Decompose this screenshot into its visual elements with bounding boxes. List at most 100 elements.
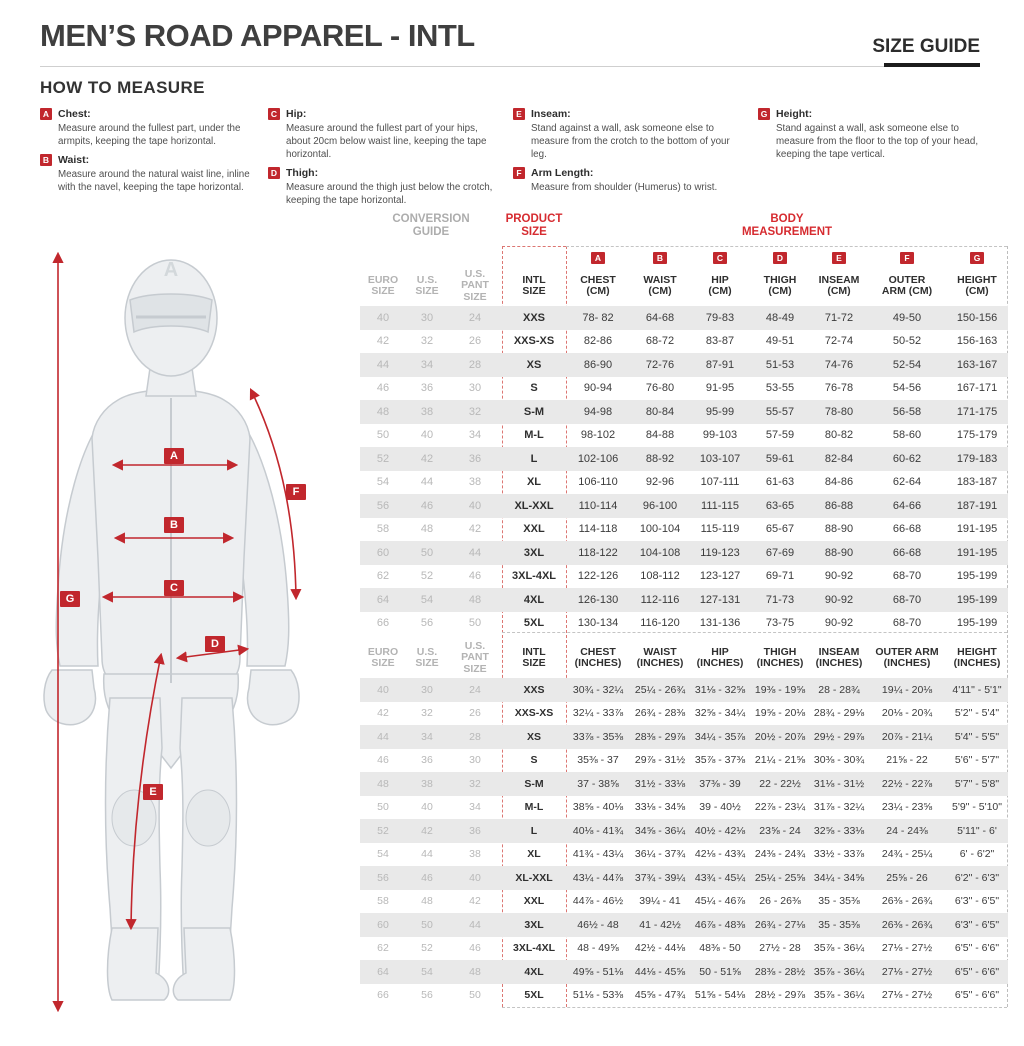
measurement-cell: 68-72 <box>645 335 675 348</box>
intl-size-cell: XL-XXL <box>515 871 553 884</box>
measure-item-f: F Arm Length: Measure from shoulder (Humer… <box>513 167 743 194</box>
body-measurement-dashed-right <box>1007 246 1008 1007</box>
measurement-cell: 30¾ - 32¼ <box>572 683 624 696</box>
measurement-cell: 98-102 <box>580 429 616 442</box>
measurement-cell: 86-90 <box>583 358 613 371</box>
measurement-cell: 76-80 <box>645 382 675 395</box>
measurement-cell: 40⅛ - 41¾ <box>572 824 624 837</box>
measurement-cell: 46⅞ - 48⅜ <box>694 918 746 931</box>
measurement-cell: 66-68 <box>892 546 922 559</box>
measurement-cell: 65-67 <box>765 523 795 536</box>
product-size-header: PRODUCT SIZE <box>505 213 563 238</box>
measurement-cell: 163-167 <box>956 358 998 371</box>
conversion-cell: 32 <box>420 335 434 348</box>
inches-table-dashed-bottom <box>502 1007 1007 1008</box>
measurement-cell: 115-119 <box>700 523 740 536</box>
conversion-cell: 46 <box>377 754 389 767</box>
measurement-cell: 33⅞ - 35⅜ <box>572 730 624 743</box>
size-row-m-l: 50 40 34 M-L 98-102 84-88 99-103 57-59 80-82 58-6… <box>360 424 1008 448</box>
measurement-cell: 78- 82 <box>582 311 614 324</box>
column-header: OUTER ARM (CM) <box>881 273 933 297</box>
measurement-cell: 6'5" - 6'6" <box>954 989 1000 1002</box>
measurement-cell: 86-88 <box>824 499 854 512</box>
measurement-cell: 35⅞ - 36¼ <box>813 989 865 1002</box>
measurement-cell: 27½ - 28 <box>759 942 801 955</box>
conversion-cell: 44 <box>376 358 390 371</box>
intl-size-cell: M-L <box>524 429 544 442</box>
size-row-s-m: 48 38 32 S-M 37 - 38⅝ 31½ - 33⅛ 37⅜ - 39 22 - 2… <box>360 772 1008 796</box>
conversion-cell: 58 <box>376 523 390 536</box>
measurement-cell: 33½ - 33⅞ <box>813 848 865 861</box>
intl-size-cell: XXS-XS <box>513 335 555 348</box>
conversion-cell: 62 <box>377 942 389 955</box>
column-header: THIGH (INCHES) <box>756 645 804 669</box>
measurement-cell: 78-80 <box>824 405 854 418</box>
intl-size-cell: XL <box>526 476 542 489</box>
measurement-cell: 63-65 <box>765 499 795 512</box>
measurement-cell: 82-86 <box>583 335 613 348</box>
measurement-cell: 55-57 <box>765 405 795 418</box>
column-header: EURO SIZE <box>367 273 399 297</box>
measure-description: Measure around the natural waist line, i… <box>58 169 250 193</box>
measurement-cell: 26¾ - 27⅛ <box>754 918 806 931</box>
inseam-line-e <box>125 652 165 931</box>
column-header: CHEST (INCHES) <box>574 645 622 669</box>
measurement-cell: 61-63 <box>765 476 795 489</box>
intl-size-cell: XXS <box>522 311 545 324</box>
conversion-cell: 38 <box>420 405 434 418</box>
measurement-cell: 32⅝ - 34¼ <box>694 707 746 720</box>
size-row-xxs-xs: 42 32 26 XXS-XS 32¼ - 33⅞ 26¾ - 28⅜ 32⅝ - 34¼ 1… <box>360 702 1008 726</box>
product-size-dashed-top <box>502 246 566 247</box>
conversion-cell: 40 <box>421 801 433 814</box>
measurement-cell: 71-73 <box>765 593 795 606</box>
measure-column-1: A Chest: Measure around the fullest part, … <box>40 108 252 200</box>
measurement-cell: 195-199 <box>956 593 998 606</box>
measurement-cell: 39 - 40½ <box>699 801 741 814</box>
figure-marker-e: E <box>143 784 163 800</box>
conversion-guide-header: CONVERSION GUIDE <box>392 213 470 238</box>
how-to-measure-heading: HOW TO MEASURE <box>40 78 205 97</box>
size-row-m-l: 50 40 34 M-L 38⅝ - 40⅛ 33⅛ - 34⅝ 39 - 40½ 22⅞ -… <box>360 796 1008 820</box>
product-size-dashed-right <box>566 246 567 1007</box>
measurement-cell: 51⅝ - 54⅛ <box>694 989 746 1002</box>
measurement-cell: 30⅜ - 30¾ <box>813 754 865 767</box>
measurement-cell: 41¾ - 43¼ <box>572 848 624 861</box>
conversion-cell: 26 <box>468 335 482 348</box>
conversion-cell: 46 <box>469 942 481 955</box>
measurement-cell: 27⅛ - 27½ <box>881 989 933 1002</box>
measurement-cell: 57-59 <box>765 429 795 442</box>
measurement-cell: 34⅝ - 36¼ <box>634 824 686 837</box>
measurement-cell: 108-112 <box>640 570 680 583</box>
conversion-cell: 50 <box>420 546 434 559</box>
measurement-cell: 33⅛ - 34⅝ <box>634 801 686 814</box>
measure-item-c: C Hip: Measure around the fullest part of … <box>268 108 498 161</box>
measurement-cell: 88-90 <box>824 523 854 536</box>
measurement-cell: 23¼ - 23⅝ <box>881 801 933 814</box>
intl-size-cell: M-L <box>524 801 544 814</box>
intl-size-cell: XXL <box>523 895 545 908</box>
arm-line-f <box>249 387 302 601</box>
conversion-cell: 42 <box>421 824 433 837</box>
measurement-cell: 46½ - 48 <box>577 918 619 931</box>
measurement-cell: 123-127 <box>699 570 741 583</box>
conversion-cell: 58 <box>377 895 389 908</box>
measure-item-g: G Height: Stand against a wall, ask someon… <box>758 108 992 161</box>
measurement-cell: 88-90 <box>824 546 854 559</box>
measure-label: Inseam: <box>531 108 571 120</box>
measurement-cell: 150-156 <box>956 311 998 324</box>
intl-size-cell: XXS-XS <box>514 707 554 720</box>
conversion-cell: 32 <box>421 707 433 720</box>
measurement-cell: 29⅞ - 31½ <box>634 754 686 767</box>
table-group-headers: CONVERSION GUIDE PRODUCT SIZE BODY MEASU… <box>360 213 1008 238</box>
column-letter-badge: E <box>832 252 846 264</box>
measurement-cell: 45⅝ - 47¾ <box>634 989 686 1002</box>
measure-item-b: B Waist: Measure around the natural waist … <box>40 154 252 194</box>
measurement-cell: 59-61 <box>765 452 795 465</box>
measurement-cell: 94-98 <box>583 405 613 418</box>
measurement-cell: 38⅝ - 40⅛ <box>572 801 624 814</box>
column-header: CHEST (CM) <box>580 273 616 297</box>
conversion-cell: 36 <box>468 452 482 465</box>
measurement-cell: 183-187 <box>956 476 998 489</box>
measure-label: Waist: <box>58 154 90 166</box>
conversion-cell: 30 <box>421 683 433 696</box>
